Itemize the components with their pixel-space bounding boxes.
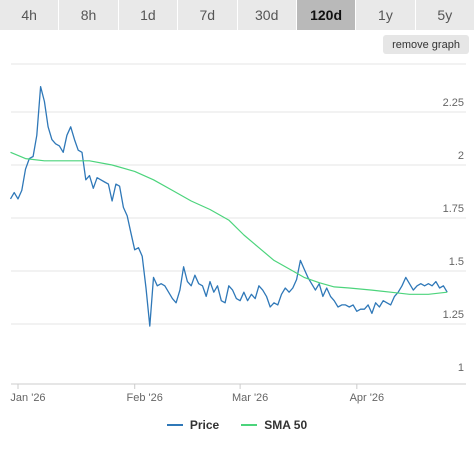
y-tick-label: 2: [458, 150, 464, 162]
legend-swatch: [166, 424, 183, 426]
timeframe-tabs: 4h 8h 1d 7d 30d 120d 1y 5y: [0, 0, 474, 30]
tab-1y[interactable]: 1y: [356, 0, 416, 30]
x-axis: Jan '26 Feb '26 Mar '26 Apr '26: [10, 383, 466, 404]
y-tick-label: 2.25: [443, 97, 464, 109]
y-tick-label: 1: [458, 362, 464, 374]
legend-label: Price: [189, 418, 220, 432]
tab-30d[interactable]: 30d: [237, 0, 297, 30]
chart-legend: Price SMA 50: [0, 418, 474, 432]
tab-7d[interactable]: 7d: [178, 0, 238, 30]
legend-item-price[interactable]: Price: [166, 418, 220, 432]
y-tick-label: 1.25: [443, 309, 464, 321]
x-tick-label: Feb '26: [127, 392, 163, 404]
tab-4h[interactable]: 4h: [0, 0, 60, 30]
tab-1d[interactable]: 1d: [118, 0, 179, 30]
price-line: [9, 85, 448, 327]
x-tick-label: Jan '26: [10, 392, 45, 404]
price-chart: Jan '26 Feb '26 Mar '26 Apr '26 1 1.25 1.5 1.7…: [9, 63, 466, 404]
x-tick-label: Apr '26: [350, 392, 385, 404]
y-tick-label: 1.5: [449, 256, 464, 268]
tab-120d[interactable]: 120d: [296, 0, 357, 30]
chart-series: [9, 85, 448, 327]
legend-item-sma[interactable]: SMA 50: [241, 418, 307, 432]
legend-swatch: [241, 424, 258, 426]
legend-label: SMA 50: [264, 418, 308, 432]
sma50-line: [10, 151, 448, 295]
tab-8h[interactable]: 8h: [59, 0, 119, 30]
remove-graph-button[interactable]: remove graph: [383, 35, 469, 54]
y-axis-labels: 1 1.25 1.5 1.75 2 2.25: [443, 97, 464, 374]
chart-grid: [11, 63, 466, 325]
x-tick-label: Mar '26: [232, 392, 268, 404]
y-tick-label: 1.75: [443, 203, 464, 215]
tab-5y[interactable]: 5y: [415, 0, 474, 30]
